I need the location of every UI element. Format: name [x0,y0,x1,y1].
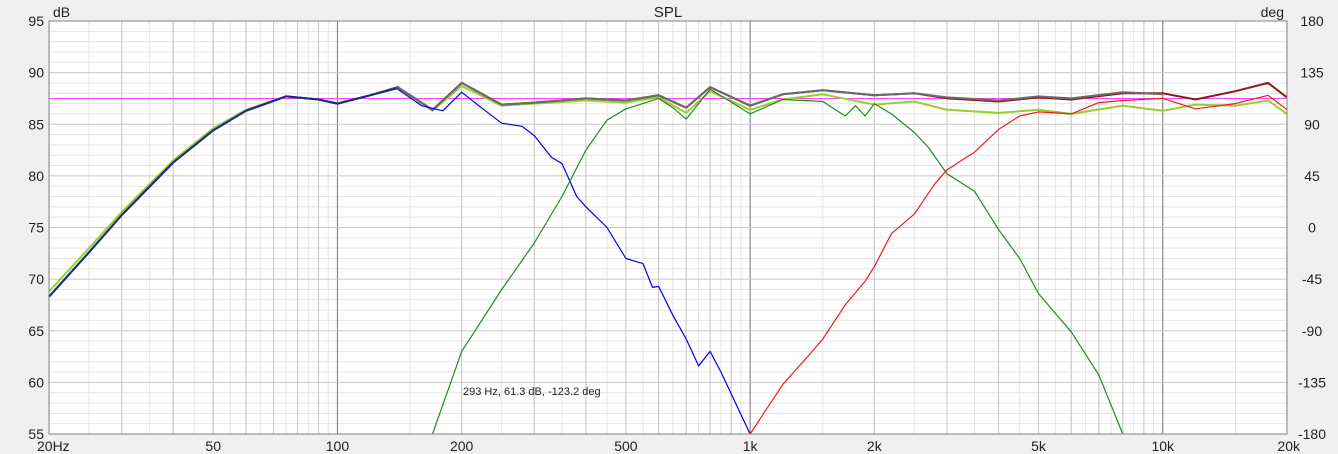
series-layer [48,81,1288,435]
y-tick-label: 70 [28,271,44,287]
y2-tick-label: -90 [1302,323,1322,339]
series-line-woofer [397,88,751,435]
x-tick-label: 100 [326,438,350,454]
x-tick-label: 1k [743,438,759,454]
y-tick-label: 80 [28,168,44,184]
cursor-annotation: 293 Hz, 61.3 dB, -123.2 deg [463,386,601,398]
plot-border [48,20,1288,435]
y-tick-label: 60 [28,374,44,390]
x-tick-label: 5k [1031,438,1047,454]
x-tick-label: 500 [614,438,638,454]
series-line-midrange [431,88,1124,435]
y-tick-label: 75 [28,220,44,236]
x-tick-label: 200 [450,438,474,454]
x-tick-label: 10k [1151,438,1175,454]
x-axis-ticks: 20Hz 50 100 200 500 1k 2k 5k 10k 20k [37,438,1301,454]
x-tick-label: 20Hz [37,438,70,454]
y2-tick-label: -180 [1298,426,1326,442]
y-tick-label: 55 [28,426,44,442]
y-tick-label: 90 [28,65,44,81]
x-tick-label: 2k [867,438,883,454]
y-tick-label: 85 [28,116,44,132]
x-tick-label: 50 [205,438,221,454]
y2-tick-label: 180 [1300,13,1324,29]
y-tick-label: 65 [28,323,44,339]
y2-tick-label: 0 [1308,220,1316,236]
series-line-tweeter [749,94,1288,435]
y2-tick-label: -135 [1298,374,1326,390]
y2-tick-label: -45 [1302,271,1322,287]
y2-tick-label: 45 [1304,168,1320,184]
y2-axis-ticks: 180 135 90 45 0 -45 -90 -135 -180 [1298,13,1326,442]
series-line-woofer-low [48,87,398,298]
chart-title: SPL [654,4,682,21]
y-axis-ticks: 95 90 85 80 75 70 65 60 55 [28,13,44,442]
x-tick-label: 20k [1277,438,1301,454]
y2-tick-label: 135 [1300,65,1324,81]
y2-tick-label: 90 [1304,116,1320,132]
y-tick-label: 95 [28,13,44,29]
y-axis-label: dB [53,4,70,20]
y2-axis-label: deg [1261,4,1284,20]
